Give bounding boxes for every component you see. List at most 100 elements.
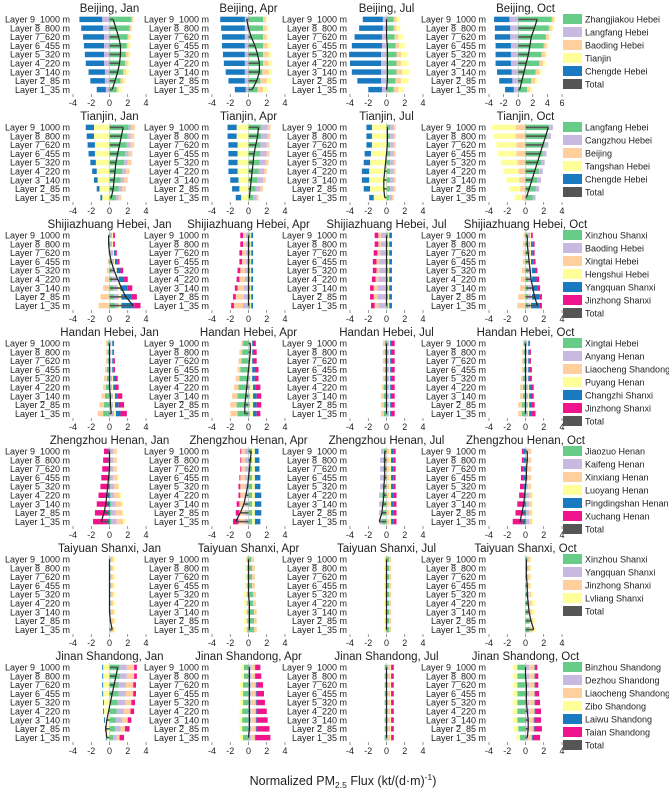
bar-segment <box>386 591 390 598</box>
total-bar <box>109 71 118 73</box>
bar-segment <box>110 492 115 498</box>
bar-segment <box>83 34 105 40</box>
legend-label: Xuchang Henan <box>585 512 650 522</box>
y-tick-label: Layer 1_35 m <box>15 85 70 95</box>
bar-segment <box>521 358 524 364</box>
y-tick-label: Layer 9_1000 m <box>5 123 70 133</box>
bar-segment <box>248 294 251 300</box>
y-tick-label: Layer 8_800 m <box>149 671 209 681</box>
bar-segment <box>525 682 530 688</box>
bar-segment <box>223 60 245 66</box>
total-bar <box>384 196 387 199</box>
bar-segment <box>545 51 547 58</box>
x-tick-label: 2 <box>402 314 407 324</box>
bar-segment <box>510 43 519 49</box>
y-tick-label: Layer 4_220 m <box>426 490 486 500</box>
bar-segment <box>81 25 104 31</box>
legend-swatch <box>563 675 582 685</box>
bar-segment <box>248 402 251 408</box>
bar-segment <box>390 410 392 417</box>
bar-segment <box>256 393 262 399</box>
bar-segment <box>83 43 105 49</box>
bar-segment <box>239 475 241 481</box>
bar-segment <box>237 151 249 157</box>
bar-segment <box>386 367 390 373</box>
bar-segment <box>386 600 390 606</box>
bar-segment <box>386 673 389 679</box>
bar-segment <box>521 349 524 355</box>
panel-title: Zhengzhou Henan, Jul <box>329 435 445 447</box>
bar-segment <box>391 717 392 723</box>
total-bar <box>109 18 114 21</box>
bar-segment <box>248 186 256 192</box>
bar-segment <box>389 457 392 463</box>
bar-segment <box>386 186 391 192</box>
bar-segment <box>253 340 256 347</box>
bar-segment <box>252 583 255 589</box>
total-bar <box>109 412 112 415</box>
bar-segment <box>531 78 535 84</box>
bar-segment <box>244 457 249 463</box>
total-bar <box>106 736 110 739</box>
bar-segment <box>386 124 391 131</box>
bar-segment <box>256 194 259 201</box>
y-tick-label: Layer 6_455 m <box>10 689 70 699</box>
y-tick-label: Layer 9_1000 m <box>421 123 486 133</box>
bar-segment <box>238 492 241 498</box>
bar-segment <box>240 682 244 688</box>
y-tick-label: Layer 9_1000 m <box>282 231 347 241</box>
y-tick-label: Layer 6_455 m <box>426 149 486 159</box>
y-tick-label: Layer 8_800 m <box>287 455 347 465</box>
bar-segment <box>528 384 530 390</box>
bar-segment <box>93 133 110 139</box>
bar-segment <box>530 466 532 472</box>
total-bar <box>248 62 260 65</box>
bar-segment <box>393 25 397 31</box>
total-bar <box>525 196 527 199</box>
bar-segment <box>518 34 546 40</box>
bar-segment <box>519 177 526 183</box>
bar-segment <box>389 294 392 300</box>
x-tick-label: -4 <box>346 422 354 432</box>
bar-segment <box>530 556 532 563</box>
bar-segment <box>383 384 387 390</box>
bar-segment <box>390 717 392 723</box>
bar-segment <box>252 358 254 364</box>
y-tick-label: Layer 5_320 m <box>10 482 70 492</box>
x-axis-title-tail: Flux (kt/(d·m) <box>347 774 425 788</box>
bar-segment <box>246 574 249 580</box>
y-tick-label: Layer 7_620 m <box>149 140 209 150</box>
bar-segment <box>527 241 531 247</box>
y-tick-label: Layer 5_320 m <box>287 158 347 168</box>
total-bar <box>248 666 250 669</box>
bar-segment <box>237 285 244 291</box>
bar-segment <box>248 34 264 40</box>
bar-segment <box>259 159 266 166</box>
x-tick-label: 4 <box>420 206 425 216</box>
x-tick-label: 4 <box>559 422 564 432</box>
bar-segment <box>248 664 252 671</box>
bar-segment <box>255 726 257 732</box>
bar-segment <box>119 492 122 498</box>
bar-segment <box>389 267 392 274</box>
bar-segment <box>255 664 261 671</box>
bar-segment <box>384 367 387 373</box>
panel-title: Taiyuan Shanxi, Apr <box>198 543 300 555</box>
bar-segment <box>518 43 544 49</box>
total-bar <box>248 144 256 146</box>
bar-segment <box>525 510 527 516</box>
bar-segment <box>386 25 394 31</box>
bar-segment <box>127 285 133 291</box>
bar-segment <box>113 402 115 408</box>
legend-label: Chengde Hebei <box>585 67 648 77</box>
bar-segment <box>390 358 392 364</box>
total-bar <box>248 126 259 129</box>
bar-segment <box>380 466 383 472</box>
bar-segment <box>389 232 392 239</box>
bar-segment <box>252 501 255 507</box>
bar-segment <box>134 673 137 679</box>
y-tick-label: Layer 7_620 m <box>287 464 347 474</box>
